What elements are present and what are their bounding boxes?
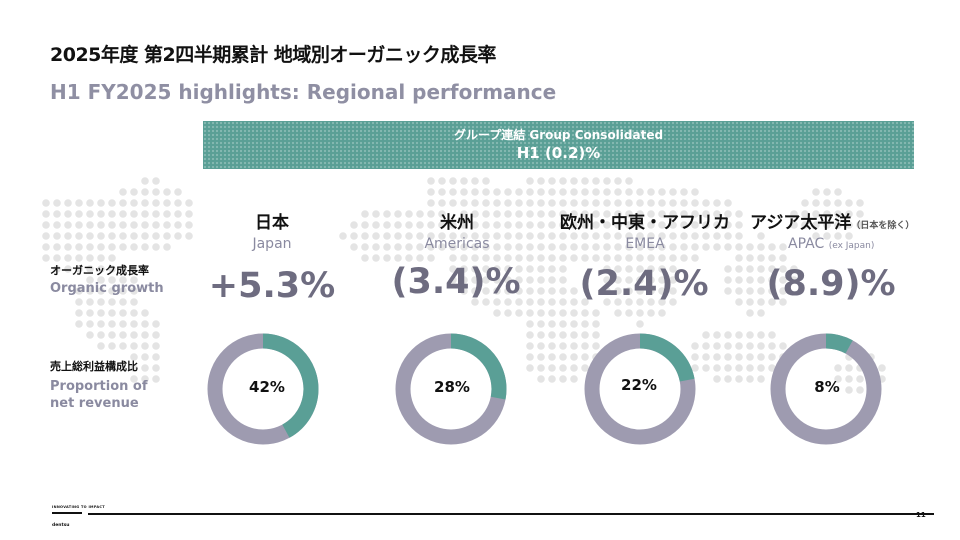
region-name-jp: 米州 bbox=[440, 213, 474, 233]
region-name-en: EMEA bbox=[625, 236, 665, 252]
donut-share-arc bbox=[770, 333, 882, 445]
banner-value: H1 (0.2)% bbox=[516, 144, 601, 162]
logo-divider bbox=[52, 512, 82, 514]
page-number: 11 bbox=[916, 511, 926, 519]
share-label-apac: 8% bbox=[814, 378, 840, 396]
organic-growth-label-en: Organic growth bbox=[50, 281, 164, 296]
net-revenue-label-en: Proportion of net revenue bbox=[50, 379, 148, 411]
donut-share-arc bbox=[207, 333, 319, 445]
region-note-jp: （日本を除く） bbox=[851, 221, 915, 231]
growth-value-apac: (8.9)% bbox=[766, 264, 896, 304]
share-label-emea: 22% bbox=[621, 376, 657, 394]
page-title-jp: 2025年度 第2四半期累計 地域別オーガニック成長率 bbox=[50, 44, 496, 66]
share-donut-emea bbox=[584, 333, 696, 445]
share-donut-apac bbox=[770, 333, 882, 445]
dentsu-logo: dentsu bbox=[52, 523, 70, 528]
region-header-americas: 米州 Americas bbox=[372, 208, 542, 252]
donut-share-arc bbox=[395, 333, 507, 445]
region-name-jp: アジア太平洋 bbox=[750, 213, 852, 233]
region-header-emea: 欧州・中東・アフリカ EMEA bbox=[560, 208, 730, 252]
region-note-en: (ex Japan) bbox=[828, 241, 875, 251]
share-donut-japan bbox=[207, 333, 319, 445]
region-name-jp: 欧州・中東・アフリカ bbox=[560, 213, 730, 233]
region-name-en: APAC bbox=[788, 236, 825, 252]
banner-label: グループ連結 Group Consolidated bbox=[453, 128, 664, 142]
region-header-japan: 日本 Japan bbox=[187, 208, 357, 252]
footer-divider bbox=[88, 513, 934, 515]
growth-value-japan: +5.3% bbox=[208, 266, 336, 306]
share-donut-americas bbox=[395, 333, 507, 445]
region-name-en: Japan bbox=[252, 236, 292, 252]
share-label-americas: 28% bbox=[434, 378, 470, 396]
net-revenue-label-jp: 売上総利益構成比 bbox=[50, 360, 138, 373]
region-header-apac: アジア太平洋（日本を除く） APAC (ex Japan) bbox=[750, 208, 930, 252]
organic-growth-label-jp: オーガニック成長率 bbox=[50, 264, 149, 277]
region-name-jp: 日本 bbox=[255, 213, 289, 233]
share-label-japan: 42% bbox=[249, 378, 285, 396]
group-consolidated-banner: グループ連結 Group Consolidated H1 (0.2)% bbox=[203, 121, 914, 169]
donut-share-arc bbox=[584, 333, 696, 445]
region-name-en: Americas bbox=[424, 236, 490, 252]
growth-value-americas: (3.4)% bbox=[391, 262, 521, 302]
growth-value-emea: (2.4)% bbox=[579, 264, 709, 304]
page-title-en: H1 FY2025 highlights: Regional performan… bbox=[50, 80, 557, 104]
logo-tagline: INNOVATING TO IMPACT bbox=[52, 505, 105, 509]
world-map-background bbox=[42, 177, 886, 394]
